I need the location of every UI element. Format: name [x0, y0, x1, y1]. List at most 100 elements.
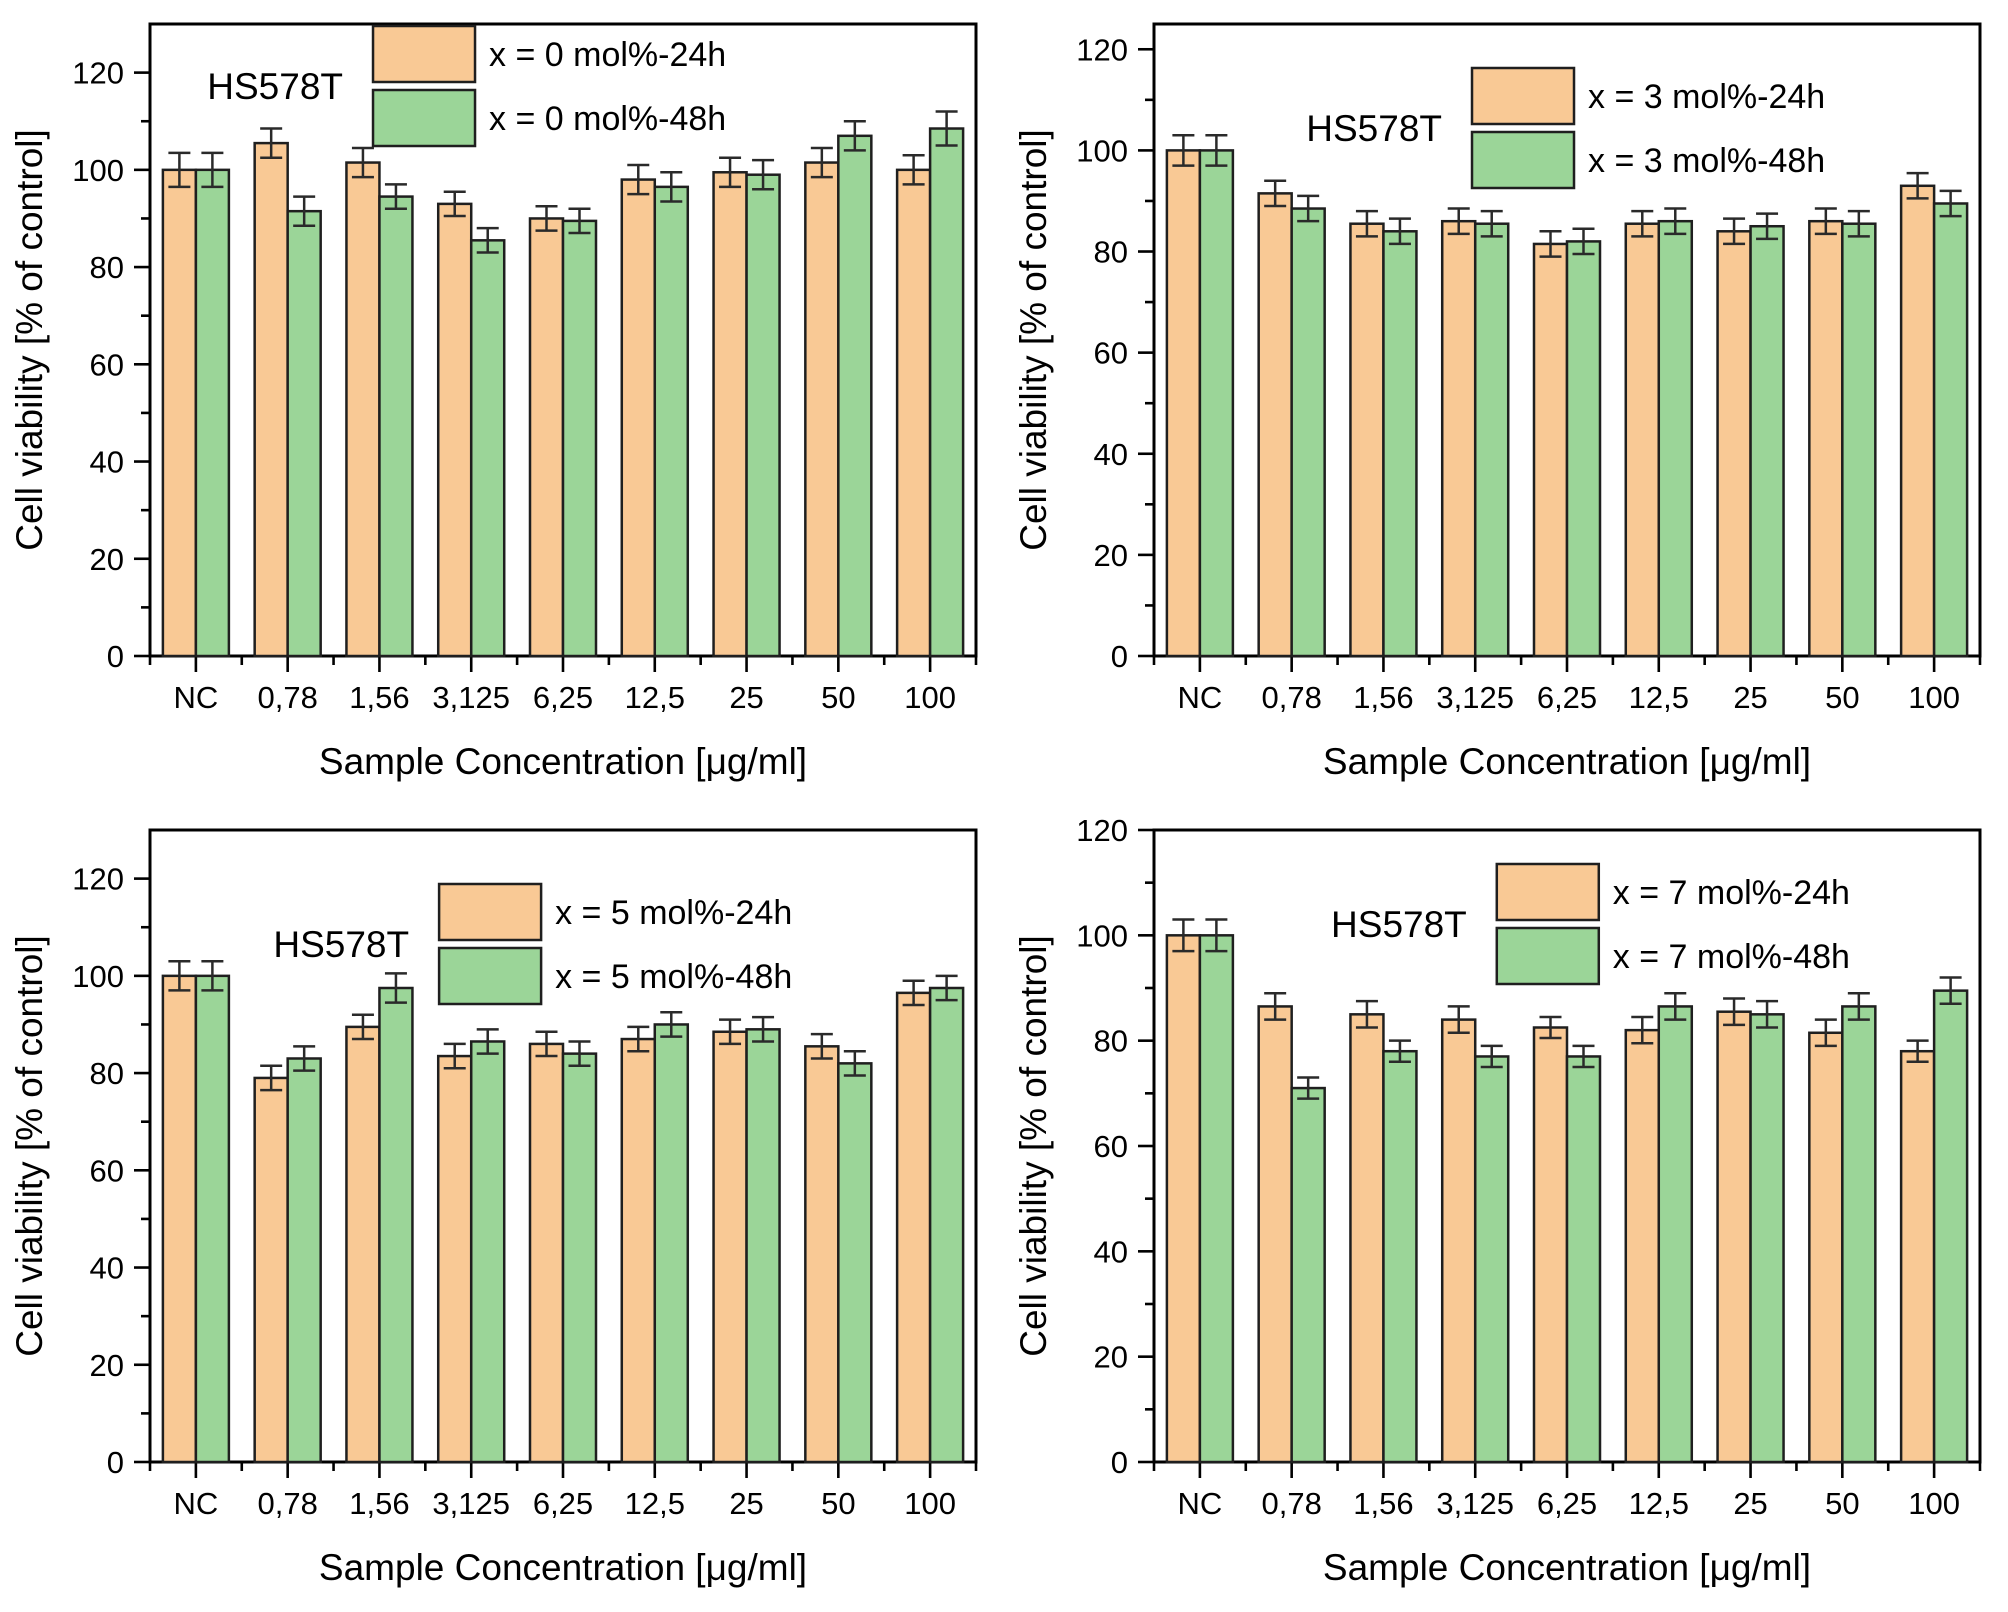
error-bar — [1939, 976, 1962, 1006]
bar-24h — [1808, 219, 1844, 658]
x-tick-label: 6,25 — [533, 1486, 593, 1521]
error-bar — [1480, 1044, 1503, 1069]
error-bar — [351, 1013, 374, 1041]
x-tick-label: 3,125 — [432, 1486, 510, 1521]
x-tick-label: 1,56 — [1353, 680, 1413, 715]
x-tick-label: 25 — [729, 1486, 763, 1521]
x-tick-label: 1,56 — [349, 680, 409, 715]
legend-swatch-24h — [1495, 862, 1601, 922]
y-tick-label: 0 — [107, 1445, 124, 1480]
error-bar — [1447, 1005, 1470, 1035]
error-bar — [660, 1011, 683, 1038]
y-tick-label: 40 — [90, 1251, 124, 1286]
chart-panel-x7-mol: 0 20 40 60 80 100 120 NC 0,78 1,56 3,125 6,25 12,5 25… — [1004, 806, 2008, 1612]
error-bar — [1172, 918, 1195, 953]
x-tick-label: 6,25 — [533, 680, 593, 715]
bar-24h — [712, 171, 748, 658]
bar-24h — [804, 161, 840, 658]
error-bar — [260, 127, 283, 159]
bar-24h — [1165, 934, 1202, 1464]
y-tick-label: 80 — [1094, 1024, 1128, 1059]
chart-panel-x5-mol: 0 20 40 60 80 100 120 NC 0,78 1,56 3,125 6,25 12,5 25… — [0, 806, 1004, 1612]
y-tick-label: 60 — [1094, 1129, 1128, 1164]
error-bar — [1847, 992, 1870, 1021]
bar-48h — [378, 195, 414, 658]
bar-24h — [436, 1054, 473, 1464]
error-bar — [719, 156, 742, 189]
y-tick-label: 40 — [1094, 1234, 1128, 1269]
x-tick-label: 50 — [821, 680, 855, 715]
error-bar — [752, 158, 775, 191]
error-bar — [384, 183, 407, 210]
error-bar — [1756, 212, 1779, 241]
x-tick-label: NC — [173, 680, 218, 715]
error-bar — [168, 960, 191, 992]
y-tick-label: 120 — [72, 56, 124, 91]
y-tick-label: 20 — [90, 542, 124, 577]
error-bar — [1631, 209, 1654, 238]
chart-panel-x0-mol: 0 20 40 60 80 100 120 NC 0,78 1,56 3,125 6,25 12,5 25… — [0, 0, 1004, 806]
x-axis-title: Sample Concentration [μg/ml] — [1323, 741, 1811, 782]
x-tick-label: 0,78 — [257, 1486, 317, 1521]
error-bar — [935, 974, 958, 1002]
error-bar — [660, 171, 683, 203]
error-bar — [1756, 999, 1779, 1029]
bar-24h — [1899, 184, 1936, 658]
bar-24h — [1532, 1026, 1569, 1464]
bar-48h — [1932, 989, 1969, 1464]
bar-chart-x5-mol: 0 20 40 60 80 100 120 NC 0,78 1,56 3,125 6,25 12,5 25… — [9, 828, 978, 1588]
legend-label-48h: x = 3 mol%-48h — [1588, 142, 1825, 180]
error-bar — [293, 1045, 316, 1072]
error-bar — [935, 110, 958, 147]
error-bar — [1539, 230, 1562, 258]
bar-24h — [161, 168, 198, 658]
legend-swatch-24h — [1470, 66, 1576, 126]
error-bar — [1205, 133, 1228, 167]
y-tick-label: 20 — [1094, 1340, 1128, 1375]
error-bar — [535, 1030, 558, 1058]
bar-48h — [1749, 224, 1785, 658]
x-tick-label: 3,125 — [432, 680, 510, 715]
bar-24h — [345, 1025, 381, 1464]
error-bar — [1447, 207, 1470, 236]
error-bar — [168, 151, 191, 189]
bar-24h — [620, 1037, 657, 1464]
error-bar — [1355, 209, 1378, 238]
bar-chart-x7-mol: 0 20 40 60 80 100 120 NC 0,78 1,56 3,125 6,25 12,5 25… — [1013, 813, 1982, 1588]
x-tick-label: 0,78 — [1261, 680, 1321, 715]
bar-chart-x3-mol: 0 20 40 60 80 100 120 NC 0,78 1,56 3,125 6,25 12,5 25… — [1013, 22, 1982, 782]
x-tick-label: 3,125 — [1436, 680, 1514, 715]
bar-48h — [1290, 1086, 1326, 1464]
error-bar — [201, 960, 224, 992]
error-bar — [843, 1049, 866, 1077]
bar-24h — [528, 1042, 565, 1464]
y-tick-label: 80 — [90, 250, 124, 285]
error-bar — [201, 151, 224, 189]
x-tick-label: 1,56 — [349, 1486, 409, 1521]
x-tick-label: 6,25 — [1537, 1486, 1597, 1521]
bar-48h — [928, 986, 965, 1464]
legend-label-24h: x = 0 mol%-24h — [489, 36, 726, 74]
bar-48h — [653, 185, 690, 658]
bar-48h — [469, 239, 506, 658]
bar-24h — [161, 974, 198, 1464]
bar-48h — [194, 168, 231, 658]
x-tick-label: NC — [1177, 1486, 1222, 1521]
bar-48h — [1565, 1055, 1602, 1464]
legend-label-24h: x = 7 mol%-24h — [1613, 874, 1850, 912]
x-axis-title: Sample Concentration [μg/ml] — [319, 1547, 807, 1588]
x-axis-title: Sample Concentration [μg/ml] — [319, 741, 807, 782]
x-tick-label: 0,78 — [257, 680, 317, 715]
bar-48h — [837, 1062, 873, 1464]
x-tick-label: 25 — [1733, 680, 1767, 715]
y-tick-label: 60 — [90, 1153, 124, 1188]
bar-48h — [1473, 1055, 1510, 1464]
x-tick-label: 6,25 — [1537, 680, 1597, 715]
error-bar — [476, 226, 499, 254]
error-bar — [1264, 179, 1287, 208]
y-tick-label: 100 — [1076, 918, 1128, 953]
bar-24h — [1440, 219, 1477, 658]
bar-48h — [653, 1023, 690, 1464]
bar-24h — [1532, 242, 1569, 658]
bar-24h — [1716, 1010, 1752, 1464]
